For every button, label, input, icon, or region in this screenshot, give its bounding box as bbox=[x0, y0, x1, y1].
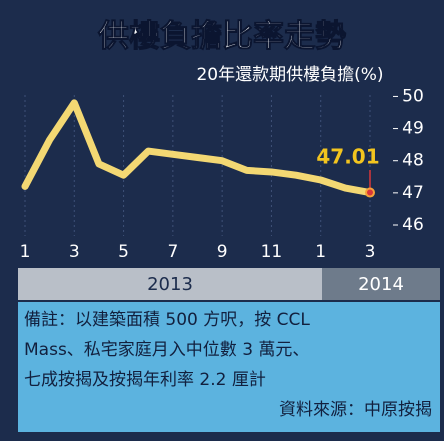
y-tick-label: 50 bbox=[402, 86, 424, 106]
year-label: 2013 bbox=[147, 274, 193, 295]
y-tick-label: 47 bbox=[402, 183, 424, 203]
x-tick-label: 9 bbox=[217, 242, 228, 262]
note-line: 備註：以建築面積 500 方呎，按 CCL bbox=[24, 310, 310, 330]
source: 資料來源：中原按揭 bbox=[279, 400, 432, 420]
note-line: Mass、私宅家庭月入中位數 3 萬元、 bbox=[24, 340, 309, 360]
y-tick-label: 48 bbox=[402, 151, 424, 171]
x-tick-label: 11 bbox=[261, 242, 283, 262]
note-box bbox=[18, 302, 440, 432]
y-tick-label: 46 bbox=[402, 215, 424, 235]
year-band bbox=[18, 268, 322, 300]
chart-subtitle: 20年還款期供樓負擔(%) bbox=[196, 65, 383, 85]
chart-title: 供樓負擔比率走勢 bbox=[97, 19, 346, 55]
x-tick-label: 1 bbox=[315, 242, 326, 262]
value-label: 47.01 bbox=[316, 145, 379, 169]
x-tick-label: 7 bbox=[167, 242, 178, 262]
year-label: 2014 bbox=[358, 274, 404, 295]
note-line: 七成按揭及按揭年利率 2.2 厘計 bbox=[24, 370, 266, 390]
x-tick-label: 3 bbox=[365, 242, 376, 262]
x-tick-label: 1 bbox=[20, 242, 31, 262]
data-line bbox=[21, 99, 374, 197]
x-tick-label: 5 bbox=[118, 242, 129, 262]
y-tick-label: 49 bbox=[402, 119, 424, 139]
end-point bbox=[365, 187, 375, 198]
x-tick-label: 3 bbox=[69, 242, 80, 262]
year-band bbox=[322, 268, 440, 300]
